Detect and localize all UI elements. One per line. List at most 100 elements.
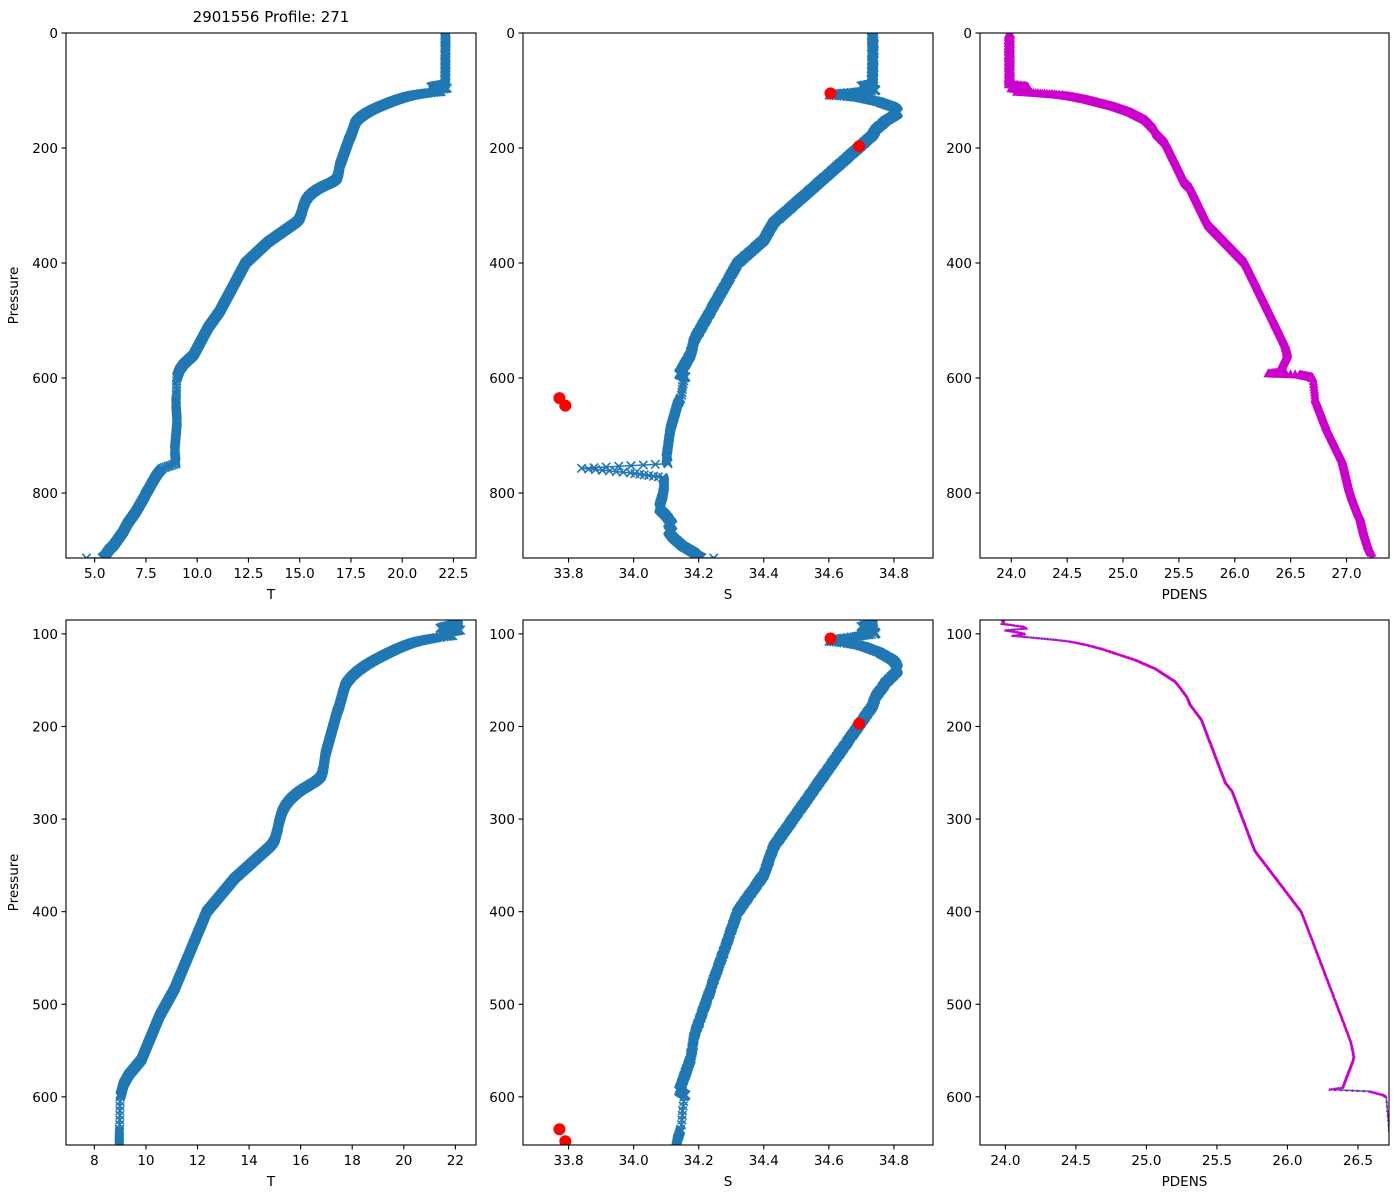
flagged-points (553, 87, 866, 412)
y-tick-label: 400 (32, 256, 58, 272)
y-tick-label: 0 (506, 26, 515, 42)
flagged-points (553, 632, 866, 1145)
axes-frame-top-temperature (65, 32, 477, 559)
flagged-point-marker (824, 87, 837, 100)
y-tick-label: 500 (32, 997, 58, 1013)
y-tick-label: 800 (946, 486, 972, 502)
y-axis-label-top-temperature: Pressure (6, 267, 22, 325)
x-tick-label: 12 (189, 1153, 206, 1169)
panel-top-temperature: 5.0 7.5 10.0 12.5 15.0 17.5 20.0 22.5 0 200 400 600… (6, 8, 477, 603)
axes-frame-bottom-pdens (979, 619, 1390, 1146)
profile-line-bottom-temperature (118, 620, 461, 1145)
x-tick-label: 17.5 (336, 566, 366, 582)
y-tick-label: 100 (32, 627, 58, 643)
x-tick-label: 22.5 (438, 566, 468, 582)
x-tick-label: 34.8 (879, 1153, 909, 1169)
y-tick-label: 100 (946, 627, 972, 643)
triangle-marker-set (1003, 33, 1377, 558)
x-tick-label: 24.5 (1061, 1153, 1091, 1169)
y-tick-label: 300 (489, 812, 515, 828)
x-tick-label: 18 (344, 1153, 361, 1169)
profile-line-top-pdens (1005, 33, 1373, 558)
x-tick-label: 20 (395, 1153, 412, 1169)
axes-frame-bottom-salinity (522, 619, 934, 1146)
panel-bottom-salinity: 33.8 34.0 34.2 34.4 34.6 34.8 100 200 300 400 500 6… (489, 619, 934, 1190)
y-tick-label: 600 (489, 1090, 515, 1106)
y-tick-label: 800 (489, 486, 515, 502)
panel-bottom-pdens: 24.0 24.5 25.0 25.5 26.0 26.5 100 200 300 400 500 6… (946, 619, 1390, 1190)
flagged-point-marker (559, 399, 572, 412)
y-tick-label: 600 (32, 1090, 58, 1106)
flagged-point-marker (853, 717, 866, 730)
x-tick-label: 24.0 (990, 1153, 1020, 1169)
y-tick-label: 200 (489, 719, 515, 735)
x-axis-label-top-pdens: PDENS (1162, 587, 1208, 603)
y-tick-label: 100 (489, 627, 515, 643)
x-tick-label: 34.0 (619, 1153, 649, 1169)
y-tick-label: 0 (49, 26, 58, 42)
y-tick-label: 800 (32, 486, 58, 502)
x-axis-label-bottom-pdens: PDENS (1162, 1174, 1208, 1190)
plot-area-top-temperature (81, 33, 453, 558)
plot-area-bottom-temperature (114, 620, 466, 1145)
x-tick-label: 34.6 (814, 1153, 844, 1169)
y-tick-label: 400 (32, 905, 58, 921)
y-tick-label: 0 (963, 26, 972, 42)
y-tick-label: 300 (32, 812, 58, 828)
x-axis-label-bottom-salinity: S (724, 1174, 733, 1190)
flagged-point-marker (824, 632, 837, 645)
panel-top-salinity: 33.8 34.0 34.2 34.4 34.6 34.8 0 200 400 600 800 S (489, 26, 934, 603)
x-tick-label: 15.0 (285, 566, 315, 582)
y-tick-label: 600 (489, 371, 515, 387)
x-tick-label: 34.4 (749, 1153, 779, 1169)
x-axis-label-bottom-temperature: T (266, 1174, 276, 1190)
x-tick-label: 8 (90, 1153, 99, 1169)
x-marker-set (81, 33, 453, 558)
x-tick-label: 33.8 (554, 1153, 584, 1169)
profile-markers-bottom-temperature (114, 620, 466, 1145)
y-tick-label: 200 (489, 141, 515, 157)
x-tick-label: 14 (240, 1153, 257, 1169)
x-marker-set (114, 620, 466, 1145)
x-marker-set (576, 33, 904, 558)
x-tick-label: 33.8 (554, 566, 584, 582)
x-tick-label: 27.0 (1332, 566, 1362, 582)
x-tick-label: 25.5 (1164, 566, 1194, 582)
y-tick-label: 300 (946, 812, 972, 828)
x-tick-label: 12.5 (233, 566, 263, 582)
flagged-point-marker (559, 1135, 572, 1145)
x-tick-label: 26.5 (1276, 566, 1306, 582)
panel-bottom-temperature: 8 10 12 14 16 18 20 22 100 200 300 400 500 600 T Pressu… (6, 619, 477, 1190)
profile-line-top-salinity (581, 33, 900, 558)
profile-markers-top-salinity (576, 33, 904, 558)
y-tick-label: 600 (32, 371, 58, 387)
profile-line-top-temperature (86, 33, 448, 558)
x-tick-label: 10.0 (182, 566, 212, 582)
x-tick-label: 34.2 (684, 566, 714, 582)
profile-markers-bottom-pdens (1000, 620, 1389, 1135)
y-tick-label: 600 (946, 371, 972, 387)
plot-area-top-pdens (1003, 33, 1377, 558)
x-tick-label: 10 (137, 1153, 154, 1169)
x-tick-label: 34.0 (619, 566, 649, 582)
flagged-point-marker (553, 1123, 566, 1136)
x-tick-label: 24.5 (1052, 566, 1082, 582)
y-tick-label: 400 (946, 256, 972, 272)
x-tick-label: 16 (292, 1153, 309, 1169)
axes-frame-top-pdens (979, 32, 1390, 559)
x-marker-set (671, 620, 904, 1145)
x-tick-label: 34.8 (879, 566, 909, 582)
x-tick-label: 7.5 (135, 566, 156, 582)
x-tick-label: 34.6 (814, 566, 844, 582)
x-tick-label: 34.2 (684, 1153, 714, 1169)
y-tick-label: 500 (946, 997, 972, 1013)
plot-area-bottom-pdens (999, 620, 1389, 1135)
panel-top-pdens: 24.0 24.5 25.0 25.5 26.0 26.5 27.0 0 200 400 600 80… (946, 26, 1390, 603)
plot-area-top-salinity (553, 33, 904, 558)
x-axis-label-top-temperature: T (266, 587, 276, 603)
x-tick-label: 5.0 (84, 566, 105, 582)
panel-title-top-temperature: 2901556 Profile: 271 (193, 8, 350, 26)
y-tick-label: 600 (946, 1090, 972, 1106)
y-tick-label: 200 (946, 719, 972, 735)
